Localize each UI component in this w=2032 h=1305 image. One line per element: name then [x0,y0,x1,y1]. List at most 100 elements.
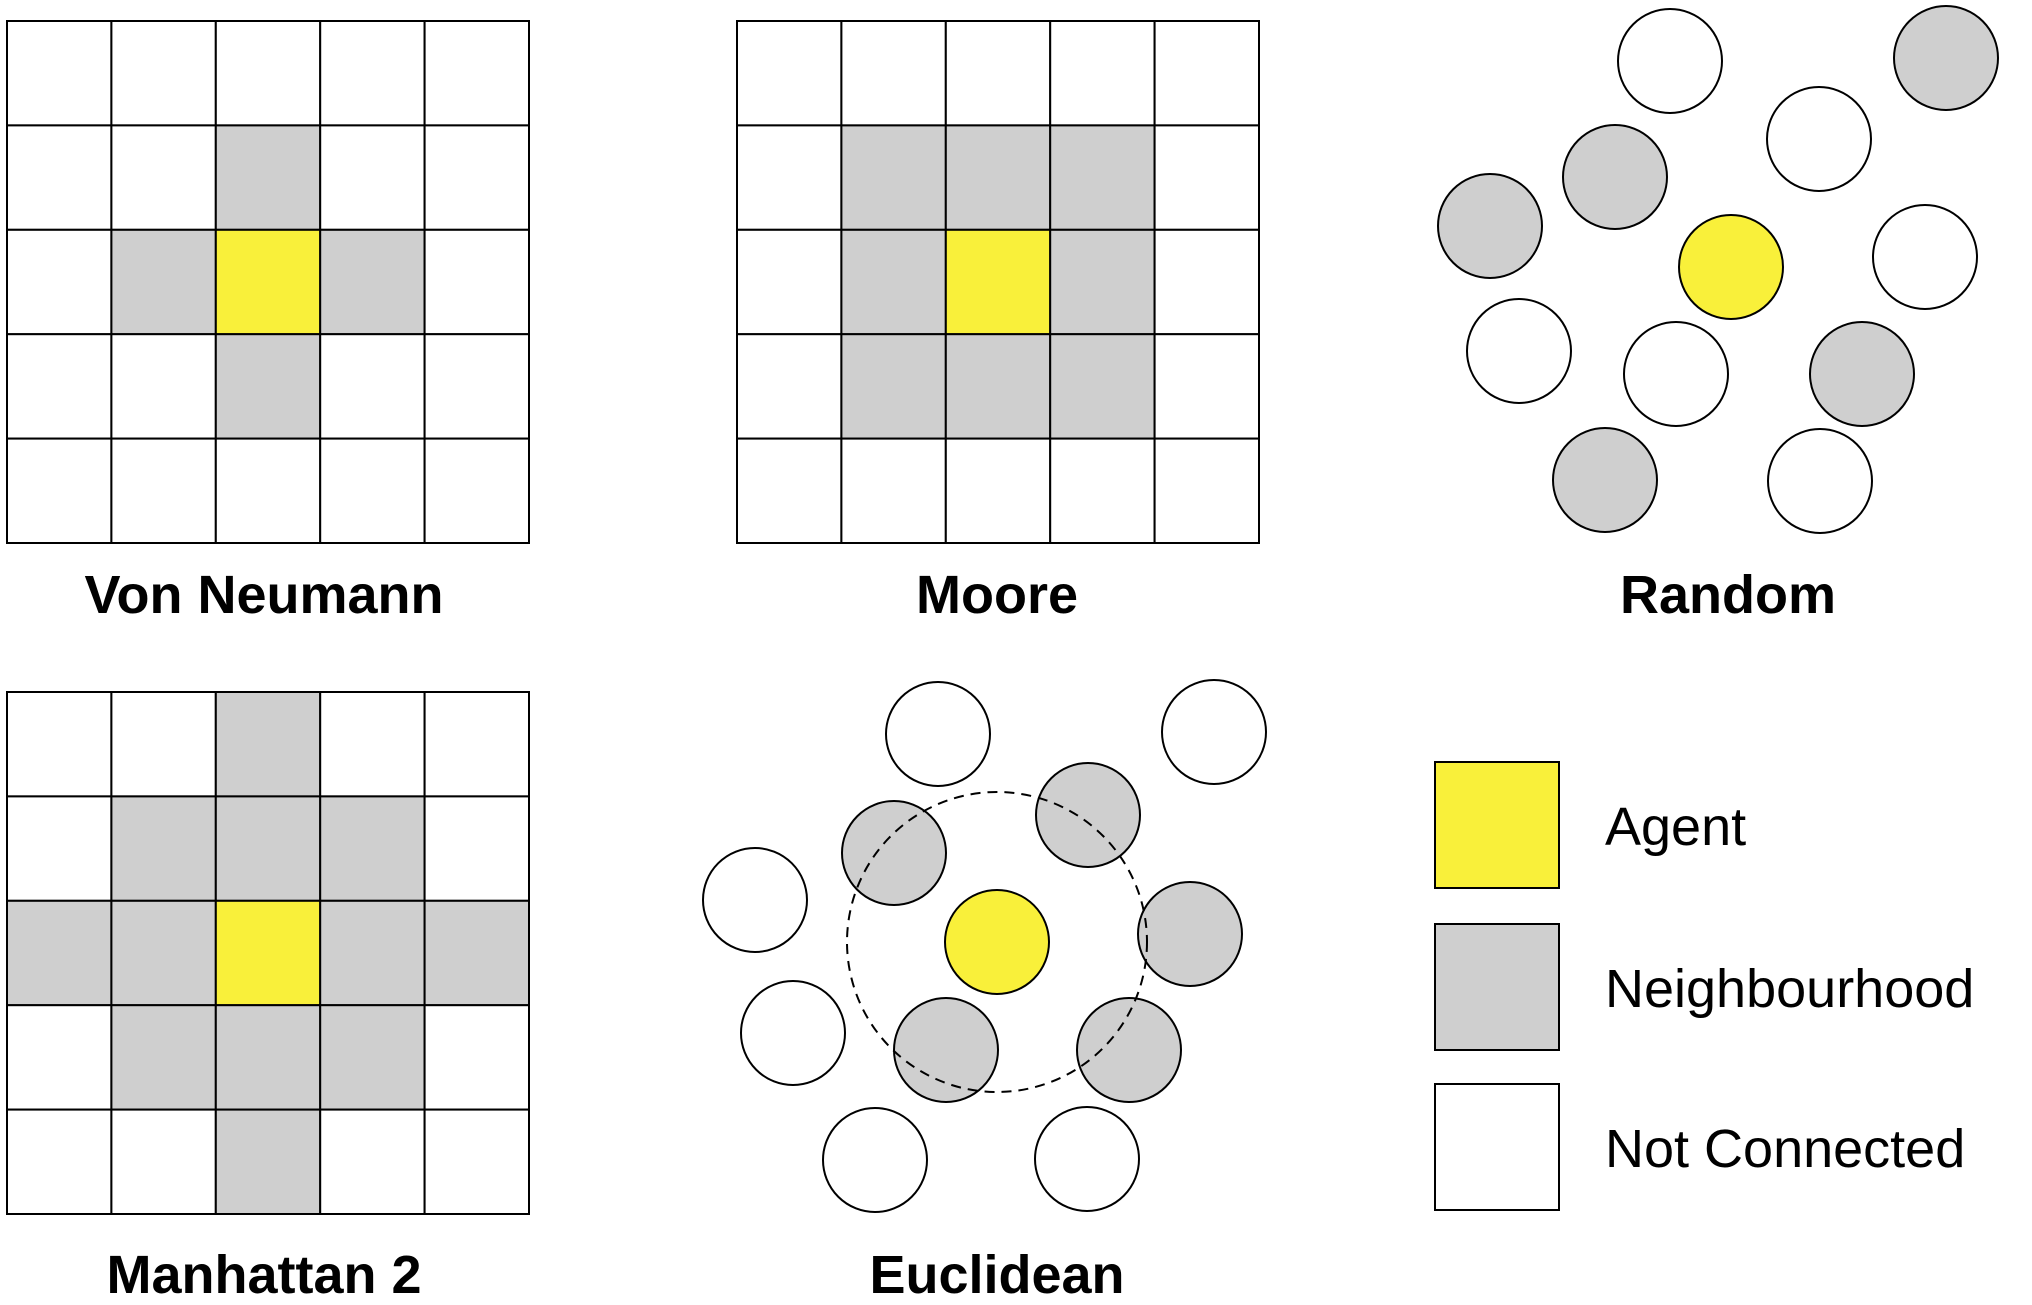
moore-cell-not-connected [1049,20,1156,127]
von-neumann-cell-not-connected [319,124,426,231]
moore-cell-not-connected [1153,124,1260,231]
legend-label-neighbourhood: Neighbourhood [1605,959,1974,1019]
legend-swatch-agent [1434,761,1560,889]
manhattan-2-cell-neighbourhood [423,899,531,1007]
moore-cell-neighbourhood [840,333,947,440]
manhattan-2-cell-not-connected [423,1004,531,1111]
von-neumann-cell-not-connected [6,20,113,127]
von-neumann-cell-not-connected [423,20,531,127]
von-neumann-cell-not-connected [110,333,217,440]
moore-cell-not-connected [1153,437,1260,545]
moore-cell-not-connected [1153,228,1260,336]
euclidean-radius-circle [846,791,1148,1093]
von-neumann-cell-not-connected [214,20,322,127]
von-neumann-cell-not-connected [423,437,531,545]
manhattan-2-cell-not-connected [319,691,426,798]
moore-cell-not-connected [736,124,843,231]
manhattan-2-cell-neighbourhood [214,691,322,798]
moore-cell-not-connected [1153,333,1260,440]
manhattan-2-title: Manhattan 2 [106,1245,421,1305]
moore-cell-neighbourhood [840,228,947,336]
random-panel [1437,5,1999,534]
euclidean-node-not-connected [702,847,808,953]
von-neumann-cell-neighbourhood [319,228,426,336]
legend-swatch-not-connected [1434,1083,1560,1211]
moore-cell-neighbourhood [840,124,947,231]
moore-cell-not-connected [1049,437,1156,545]
von-neumann-cell-not-connected [319,333,426,440]
random-node-not-connected [1466,298,1572,404]
euclidean-title: Euclidean [869,1245,1124,1305]
von-neumann-cell-not-connected [423,124,531,231]
euclidean-node-not-connected [1161,679,1267,785]
moore-cell-neighbourhood [944,333,1052,440]
moore-cell-neighbourhood [1049,333,1156,440]
moore-panel [736,20,1260,545]
manhattan-2-cell-neighbourhood [319,899,426,1007]
manhattan-2-cell-not-connected [423,795,531,902]
von-neumann-cell-not-connected [6,333,113,440]
random-node-neighbourhood [1809,321,1915,427]
random-node-not-connected [1623,321,1729,427]
euclidean-node-neighbourhood [1035,762,1141,868]
moore-cell-not-connected [1153,20,1260,127]
manhattan-2-cell-not-connected [6,1004,113,1111]
moore-cell-not-connected [736,228,843,336]
von-neumann-cell-agent [214,228,322,336]
von-neumann-cell-neighbourhood [214,333,322,440]
euclidean-node-not-connected [740,980,846,1086]
von-neumann-panel [6,20,531,545]
moore-cell-neighbourhood [1049,228,1156,336]
moore-cell-not-connected [736,20,843,127]
manhattan-2-cell-not-connected [6,795,113,902]
random-node-neighbourhood [1437,173,1543,279]
euclidean-node-neighbourhood [893,997,999,1103]
manhattan-2-cell-not-connected [6,691,113,798]
von-neumann-title: Von Neumann [84,565,443,625]
von-neumann-cell-not-connected [319,20,426,127]
euclidean-node-neighbourhood [1137,881,1243,987]
manhattan-2-cell-neighbourhood [110,899,217,1007]
manhattan-2-cell-neighbourhood [214,1108,322,1215]
random-node-not-connected [1872,204,1978,310]
manhattan-2-cell-agent [214,899,322,1007]
manhattan-2-cell-neighbourhood [6,899,113,1007]
euclidean-node-neighbourhood [1076,997,1182,1103]
euclidean-node-not-connected [885,681,991,787]
von-neumann-cell-not-connected [110,437,217,545]
von-neumann-cell-not-connected [423,228,531,336]
euclidean-node-agent [944,889,1050,995]
manhattan-2-cell-neighbourhood [214,795,322,902]
euclidean-panel [702,679,1267,1213]
von-neumann-cell-not-connected [214,437,322,545]
legend-label-agent: Agent [1605,797,1746,857]
euclidean-node-not-connected [1034,1106,1140,1212]
manhattan-2-panel [6,691,531,1215]
manhattan-2-cell-not-connected [110,691,217,798]
euclidean-node-not-connected [822,1107,928,1213]
legend: Agent Neighbourhood Not Connected [1434,761,1974,1211]
random-node-not-connected [1766,86,1872,192]
manhattan-2-cell-neighbourhood [319,795,426,902]
moore-cell-not-connected [944,437,1052,545]
manhattan-2-cell-neighbourhood [214,1004,322,1111]
random-node-agent [1678,214,1784,320]
von-neumann-cell-not-connected [6,437,113,545]
von-neumann-cell-not-connected [423,333,531,440]
moore-cell-neighbourhood [1049,124,1156,231]
von-neumann-cell-neighbourhood [110,228,217,336]
random-node-not-connected [1767,428,1873,534]
random-node-not-connected [1617,8,1723,114]
moore-cell-not-connected [840,437,947,545]
manhattan-2-cell-not-connected [6,1108,113,1215]
random-node-neighbourhood [1552,427,1658,533]
moore-cell-not-connected [944,20,1052,127]
manhattan-2-cell-neighbourhood [110,1004,217,1111]
manhattan-2-cell-not-connected [423,691,531,798]
manhattan-2-cell-neighbourhood [319,1004,426,1111]
von-neumann-cell-not-connected [6,228,113,336]
manhattan-2-cell-not-connected [423,1108,531,1215]
von-neumann-cell-not-connected [110,124,217,231]
random-node-neighbourhood [1893,5,1999,111]
moore-cell-agent [944,228,1052,336]
